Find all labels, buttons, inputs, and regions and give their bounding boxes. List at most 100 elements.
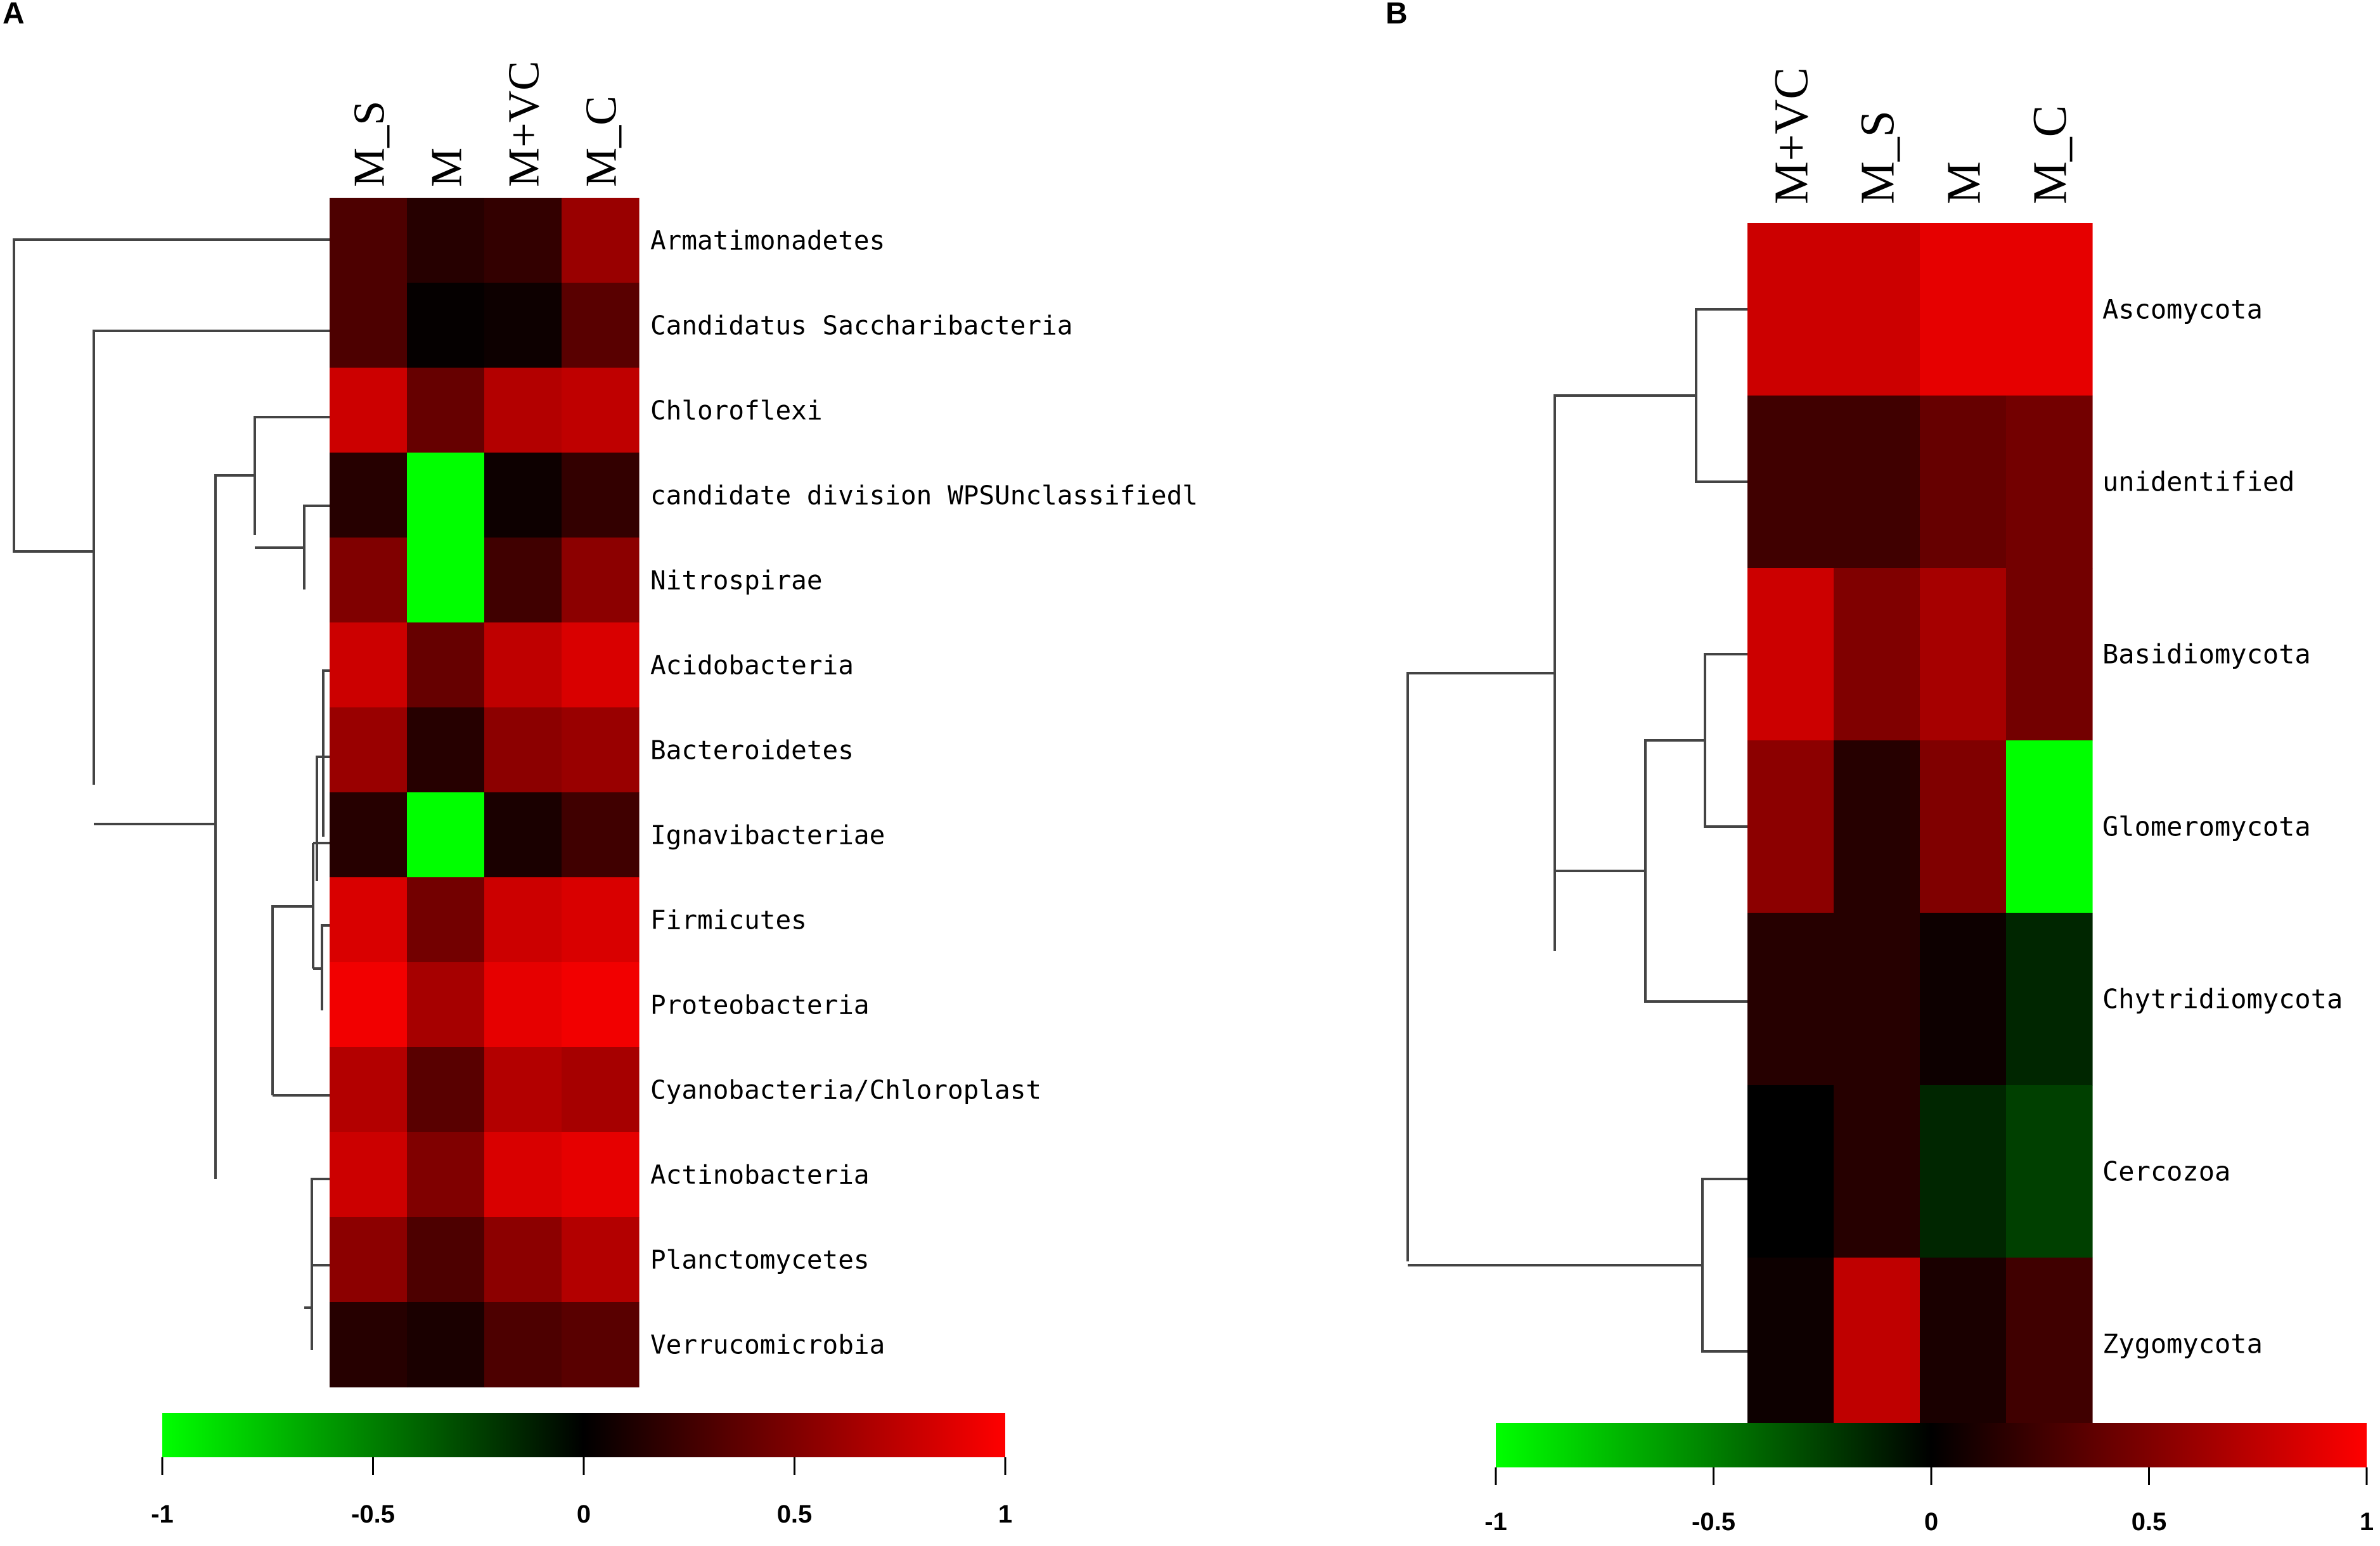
cell-acidobacteria-m-vc [484,622,562,708]
cell-armatimonadetes-m [407,198,485,283]
column-label-m-s: M_S [1851,110,1905,204]
dendrogram-link-0 [1695,308,1747,483]
cell-actinobacteria-m [407,1132,485,1218]
column-label-m: M [1938,161,1991,204]
cell-candidate-division-wpsunclassifiedl-m-c [562,453,640,538]
dendrogram-link-3 [303,505,330,589]
row-label-chloroflexi: Chloroflexi [650,395,823,425]
cell-candidatus-saccharibacteria-m-c [562,283,640,368]
cell-cercozoa-m-vc [1747,1085,1834,1258]
colorbar-tick-label: 1 [998,1500,1012,1528]
cell-unidentified-m-c [2006,396,2093,569]
cell-chloroflexi-m-c [562,368,640,453]
cell-armatimonadetes-m-c [562,198,640,283]
colorbar-tick-label: 0 [577,1500,591,1528]
colorbar-tick-label: 0.5 [777,1500,813,1528]
cell-firmicutes-m-c [562,877,640,963]
cell-glomeromycota-m-s [1834,740,1920,913]
row-label-bacteroidetes: Bacteroidetes [650,735,854,765]
cell-bacteroidetes-m-s [330,707,408,793]
cell-chloroflexi-m-s [330,368,408,453]
cell-ascomycota-m-vc [1747,223,1834,396]
colorbar [1496,1423,2367,1467]
cell-unidentified-m-vc [1747,396,1834,569]
cell-candidate-division-wpsunclassifiedl-m-s [330,453,408,538]
cell-cyanobacteria-chloroplast-m-vc [484,1047,562,1133]
panel-label-b: B [1386,0,1408,30]
cell-actinobacteria-m-c [562,1132,640,1218]
dendrogram-link-7 [322,669,330,837]
colorbar-tick-label: -0.5 [1692,1508,1735,1536]
cell-verrucomicrobia-m-s [330,1302,408,1388]
cell-zygomycota-m-c [2006,1258,2093,1431]
column-label-m: M [423,148,472,187]
cell-verrucomicrobia-m [407,1302,485,1388]
cell-nitrospirae-m-vc [484,538,562,623]
cell-verrucomicrobia-m-vc [484,1302,562,1388]
dendrogram-link-5 [1406,672,1555,1261]
cell-bacteroidetes-m-vc [484,707,562,793]
row-label-acidobacteria: Acidobacteria [650,650,854,680]
cell-candidatus-saccharibacteria-m-s [330,283,408,368]
cell-ignavibacteriae-m-c [562,792,640,878]
cell-ascomycota-m [1920,223,2007,396]
dendrogram-link-3 [1644,739,1747,1003]
cell-ascomycota-m-s [1834,223,1920,396]
cell-ignavibacteriae-m-vc [484,792,562,878]
cell-bacteroidetes-m-c [562,707,640,793]
cell-chytridiomycota-m-s [1834,913,1920,1086]
cell-cercozoa-m-s [1834,1085,1920,1258]
column-label-m-vc: M+VC [500,61,549,187]
cell-basidiomycota-m-c [2006,568,2093,741]
cell-candidate-division-wpsunclassifiedl-m [407,453,485,538]
colorbar-tick-label: 0 [1924,1508,1938,1536]
cell-acidobacteria-m-s [330,622,408,708]
row-label-actinobacteria: Actinobacteria [650,1159,870,1190]
dendrogram-link-1 [93,330,330,785]
heatmap-panel-b: M+VC M_S M M_C Ascomycota unidentified Basidio… [1406,67,2374,1536]
cell-planctomycetes-m-vc [484,1217,562,1303]
row-label-chytridiomycota: Chytridiomycota [2102,984,2343,1015]
row-label-proteobacteria: Proteobacteria [650,989,870,1020]
dendrogram-link-8 [316,756,330,881]
row-label-candidatus-saccharibacteria: Candidatus Saccharibacteria [650,310,1072,340]
cell-verrucomicrobia-m-c [562,1302,640,1388]
cell-cyanobacteria-chloroplast-m [407,1047,485,1133]
cell-chytridiomycota-m-vc [1747,913,1834,1086]
colorbar-tick-label: -1 [1484,1508,1507,1536]
row-label-cercozoa: Cercozoa [2102,1156,2230,1187]
row-label-cyanobacteria-chloroplast: Cyanobacteria/Chloroplast [650,1074,1041,1105]
dendrogram-link-2 [1704,653,1747,828]
cell-basidiomycota-m [1920,568,2007,741]
dendrogram-link-1 [1553,394,1696,951]
dendrogram-link-15 [311,1178,330,1350]
row-label-zygomycota: Zygomycota [2102,1329,2263,1360]
row-label-ascomycota: Ascomycota [2102,294,2263,325]
dendrogram-link-10 [321,924,330,1010]
cell-cyanobacteria-chloroplast-m-s [330,1047,408,1133]
column-label-m-c: M_C [577,96,626,187]
cell-bacteroidetes-m [407,707,485,793]
cell-chytridiomycota-m-c [2006,913,2093,1086]
cell-chloroflexi-m-vc [484,368,562,453]
cell-actinobacteria-m-vc [484,1132,562,1218]
panel-label-a: A [3,0,25,30]
cell-zygomycota-m-vc [1747,1258,1834,1431]
cell-proteobacteria-m-vc [484,962,562,1048]
cell-firmicutes-m-vc [484,877,562,963]
cell-candidate-division-wpsunclassifiedl-m-vc [484,453,562,538]
cell-chytridiomycota-m [1920,913,2007,1086]
cell-cercozoa-m-c [2006,1085,2093,1258]
cell-zygomycota-m-s [1834,1258,1920,1431]
row-label-firmicutes: Firmicutes [650,905,807,935]
cell-candidatus-saccharibacteria-m-vc [484,283,562,368]
row-label-armatimonadetes: Armatimonadetes [650,225,885,255]
colorbar-tick-label: 1 [2360,1508,2374,1536]
cell-nitrospirae-m [407,538,485,623]
dendrogram-link-5 [214,474,255,1179]
heatmap-panel-a: M_S M M+VC M_C Armatimonadetes Candidatus Sac… [13,61,1198,1528]
cell-unidentified-m [1920,396,2007,569]
row-label-ignavibacteriae: Ignavibacteriae [650,820,885,850]
cell-basidiomycota-m-vc [1747,568,1834,741]
